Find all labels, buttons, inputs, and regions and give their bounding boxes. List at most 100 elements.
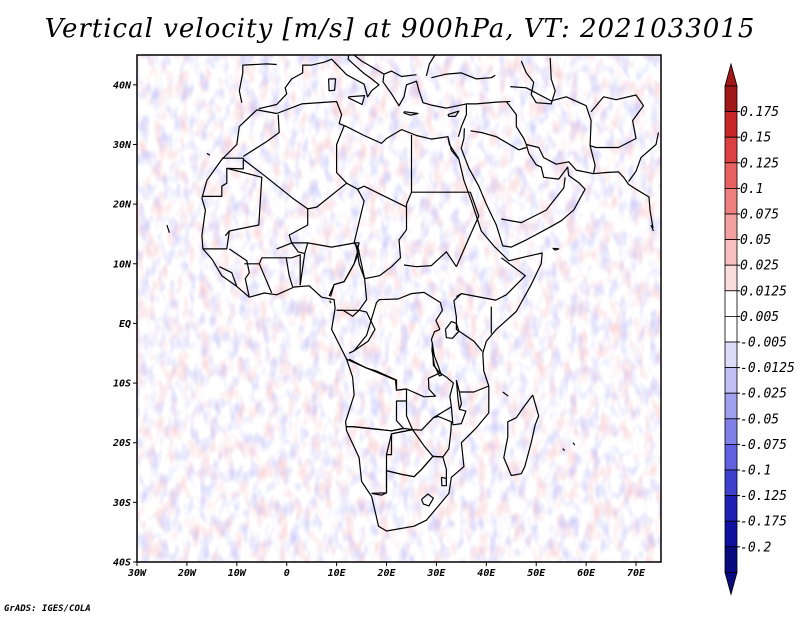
x-tick-label: 50E — [527, 568, 546, 579]
morocco-algeria-border — [242, 114, 280, 157]
y-tick-label: EQ — [119, 319, 131, 330]
colorbar-label: -0.025 — [740, 387, 787, 402]
western-sahara-border — [201, 157, 244, 197]
caspian-coast — [520, 57, 556, 105]
east-africa-border — [453, 293, 483, 352]
colorbar-label: -0.125 — [740, 489, 787, 504]
drc-north-border — [348, 291, 443, 354]
chart-title: Vertical velocity [m/s] at 900hPa, VT: 2… — [44, 14, 756, 44]
europe-coastline — [238, 63, 277, 103]
madagascar-coastline — [503, 394, 540, 477]
x-tick-label: 60E — [577, 568, 596, 579]
ethiopia-kenya-somalia-border — [461, 257, 526, 301]
y-tick-label: 40N — [113, 80, 132, 91]
cape-verde — [166, 224, 170, 233]
x-tick-label: 0 — [284, 568, 290, 579]
colorbar-label: 0.025 — [740, 259, 779, 274]
pak-india-border — [628, 132, 660, 182]
colorbar-label: 0.1 — [740, 182, 763, 197]
crete — [403, 111, 419, 116]
colorbar-segment — [724, 111, 738, 138]
mediterranean-north-coast — [258, 55, 380, 110]
algeria-mali-border — [242, 158, 347, 210]
bioko — [329, 300, 332, 304]
arabia-coastline — [460, 144, 586, 248]
libya-west-border — [336, 125, 358, 190]
colorbar-label: 0.0125 — [740, 284, 787, 299]
afghan-pak-border — [589, 94, 645, 149]
colorbar-segment — [724, 392, 738, 420]
balkans-turkey-coast — [353, 55, 467, 137]
y-tick-label: 30N — [112, 140, 132, 151]
y-tick-label: 30S — [112, 498, 131, 509]
red-sea-africa-coast — [447, 136, 460, 160]
comoros — [502, 391, 509, 397]
x-tick-label: 10W — [228, 568, 247, 579]
colorbar-label: -0.075 — [740, 438, 787, 453]
x-tick-label: 30E — [426, 568, 446, 579]
colorbar-label: 0.15 — [740, 131, 771, 146]
colorbar-segment — [724, 341, 738, 369]
ghana-togo-borders — [285, 257, 294, 288]
colorbar-segment — [724, 136, 738, 164]
colorbar-segment — [724, 213, 738, 241]
x-tick-label: 30W — [127, 568, 147, 579]
colorbar-segment — [724, 520, 738, 548]
sardinia — [328, 78, 337, 92]
canary-islands — [206, 152, 211, 156]
map-frame — [136, 54, 662, 563]
mauritania-mali-border — [224, 167, 263, 237]
drc-border — [348, 328, 441, 398]
colorbar-segment — [724, 85, 738, 113]
lake-malawi — [455, 379, 462, 410]
sicily — [348, 95, 366, 106]
colorbar-label: -0.05 — [740, 412, 779, 427]
colorbar-segment — [724, 290, 738, 317]
colorbar-label: 0.05 — [740, 233, 771, 248]
reunion — [562, 448, 566, 451]
colorbar-label: -0.2 — [740, 540, 771, 555]
x-tick-label: 40E — [477, 568, 496, 579]
y-tick-label: 10S — [113, 379, 131, 390]
colorbar-segment — [724, 264, 738, 292]
y-tick-label: 40S — [113, 558, 131, 569]
credit-label: GrADS: IGES/COLA — [4, 604, 91, 614]
map-panel: 30W 20W 10W 0 10E 20E 30E 40E 50E 60E 70E 40N 30N 20… — [112, 54, 662, 579]
colorbar-segment — [724, 469, 738, 497]
x-axis-ticks: 30W 20W 10W 0 10E 20E 30E 40E 50E 60E 70E — [127, 562, 646, 579]
israel-jordan-border — [460, 128, 465, 148]
colorbar-label: -0.175 — [740, 515, 787, 530]
colorbar: 0.175 0.15 0.125 0.1 0.075 0.05 0.025 0.0125 0.0… — [724, 62, 795, 596]
x-tick-label: 10E — [328, 568, 347, 579]
nigeria-border — [299, 242, 359, 297]
arabia-borders-1 — [470, 130, 527, 151]
mali-niger-border — [276, 208, 309, 250]
libya-egypt-border — [405, 134, 413, 208]
west-africa-borders-1 — [258, 254, 301, 286]
niger-border — [291, 242, 308, 255]
colorbar-segment — [724, 239, 738, 266]
iraq-iran-border — [505, 101, 527, 145]
x-tick-label: 70E — [627, 568, 646, 579]
colorbar-segment — [724, 367, 738, 394]
eswatini — [440, 476, 447, 487]
sudan-ethiopia-border — [455, 192, 480, 267]
colorbar-segment — [724, 495, 738, 522]
mozambique-malawi-border — [450, 406, 467, 426]
zambia-border — [405, 372, 454, 431]
colorbar-segment — [724, 187, 738, 215]
persian-gulf-coast — [526, 143, 654, 229]
colorbar-label: 0.175 — [740, 105, 779, 120]
y-tick-label: 20S — [112, 438, 131, 449]
velocity-field — [137, 55, 661, 562]
west-africa-borders-4 — [202, 230, 230, 250]
colorbar-top-arrow — [724, 62, 738, 87]
tanzania-mozambique-border — [459, 385, 490, 393]
colorbar-segment — [724, 315, 738, 343]
x-tick-label: 20W — [177, 568, 197, 579]
gabon-congo-border — [336, 309, 376, 352]
turkey-north-coast — [431, 72, 496, 80]
x-tick-label: 20E — [376, 568, 396, 579]
y-tick-label: 20N — [112, 200, 132, 211]
west-africa-borders-5 — [219, 266, 238, 287]
